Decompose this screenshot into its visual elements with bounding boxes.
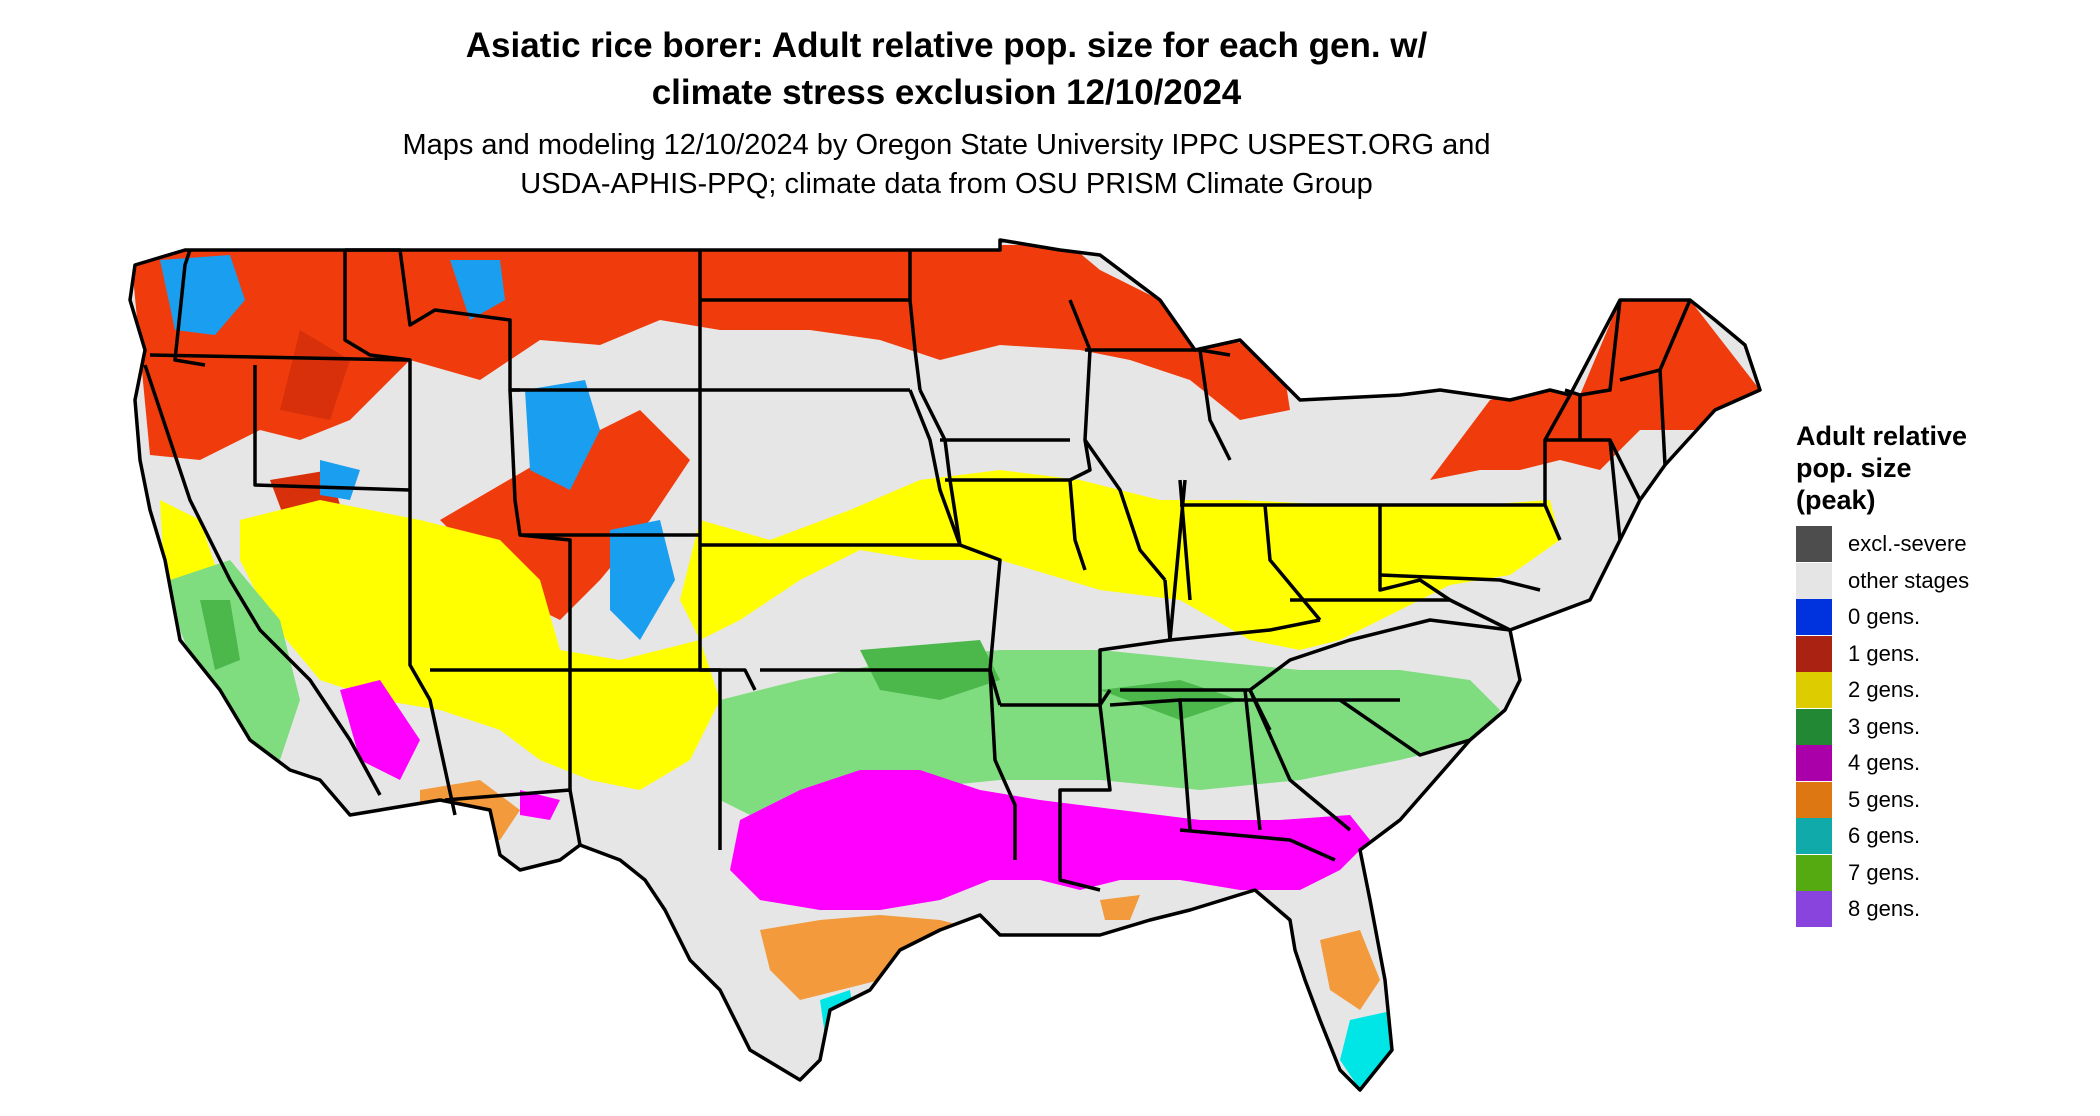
band-4-gen-southwest [340,680,560,820]
band-2-gen-midwest [680,470,1560,650]
legend-label: 6 gens. [1848,823,1921,849]
map-subtitle-line-2: USDA-APHIS-PPQ; climate data from OSU PR… [520,168,1373,200]
legend-label: 3 gens. [1848,713,1921,739]
band-1-gen-north-central [720,245,1290,420]
legend-title-line-2: pop. size [1796,453,1912,483]
legend-title: Adult relative pop. size (peak) [1796,420,2086,516]
legend-item: 0 gens. [1796,599,2086,636]
legend-item: 8 gens. [1796,891,2086,928]
map-subtitle-line-1: Maps and modeling 12/10/2024 by Oregon S… [402,129,1491,161]
legend-label: 8 gens. [1848,896,1921,922]
map-title-line-2: climate stress exclusion 12/10/2024 [651,73,1242,112]
legend-swatch [1796,562,1832,599]
band-6-gen-tips [820,990,1395,1090]
legend-item: 5 gens. [1796,781,2086,819]
legend-item: 2 gens. [1796,672,2086,709]
legend-label: 4 gens. [1848,750,1921,776]
legend-item: 1 gens. [1796,635,2086,673]
map-title-line-1: Asiatic rice borer: Adult relative pop. … [465,26,1428,65]
legend-title-line-1: Adult relative [1796,421,1968,451]
legend-item: other stages [1796,562,2086,600]
legend-swatch [1796,818,1832,855]
map-title: Asiatic rice borer: Adult relative pop. … [0,22,1893,116]
band-1-gen-northeast [1430,300,1760,480]
legend-item: 6 gens. [1796,818,2086,855]
band-4-gen-gulf [730,770,1370,910]
legend-item: 3 gens. [1796,708,2086,746]
legend-swatch [1796,854,1832,891]
map-subtitle: Maps and modeling 12/10/2024 by Oregon S… [0,126,1893,204]
band-0-gen-patches [160,255,675,640]
band-1-gen-west [130,245,720,460]
legend-swatch [1796,599,1832,636]
legend-items: excl.-severe other stages 0 gens. 1 gens. 2 … [1796,526,2086,928]
legend-swatch [1796,672,1832,709]
legend-label: 2 gens. [1848,677,1921,703]
legend-label: excl.-severe [1848,531,1967,557]
legend-swatch [1796,745,1832,782]
legend-label: other stages [1848,567,1970,593]
legend-swatch [1796,708,1832,745]
legend-label: 7 gens. [1848,859,1921,885]
legend-label: 5 gens. [1848,786,1921,812]
map-legend: Adult relative pop. size (peak) excl.-se… [1796,420,2086,928]
legend-label: 1 gens. [1848,640,1921,666]
legend-swatch [1796,526,1832,563]
legend-item: 7 gens. [1796,854,2086,892]
legend-swatch [1796,635,1832,672]
legend-item: 4 gens. [1796,745,2086,782]
legend-swatch [1796,891,1832,928]
band-2-gen-west [240,500,720,790]
legend-title-line-3: (peak) [1796,485,1876,515]
legend-swatch [1796,781,1832,818]
legend-item: excl.-severe [1796,526,2086,563]
legend-label: 0 gens. [1848,604,1921,630]
